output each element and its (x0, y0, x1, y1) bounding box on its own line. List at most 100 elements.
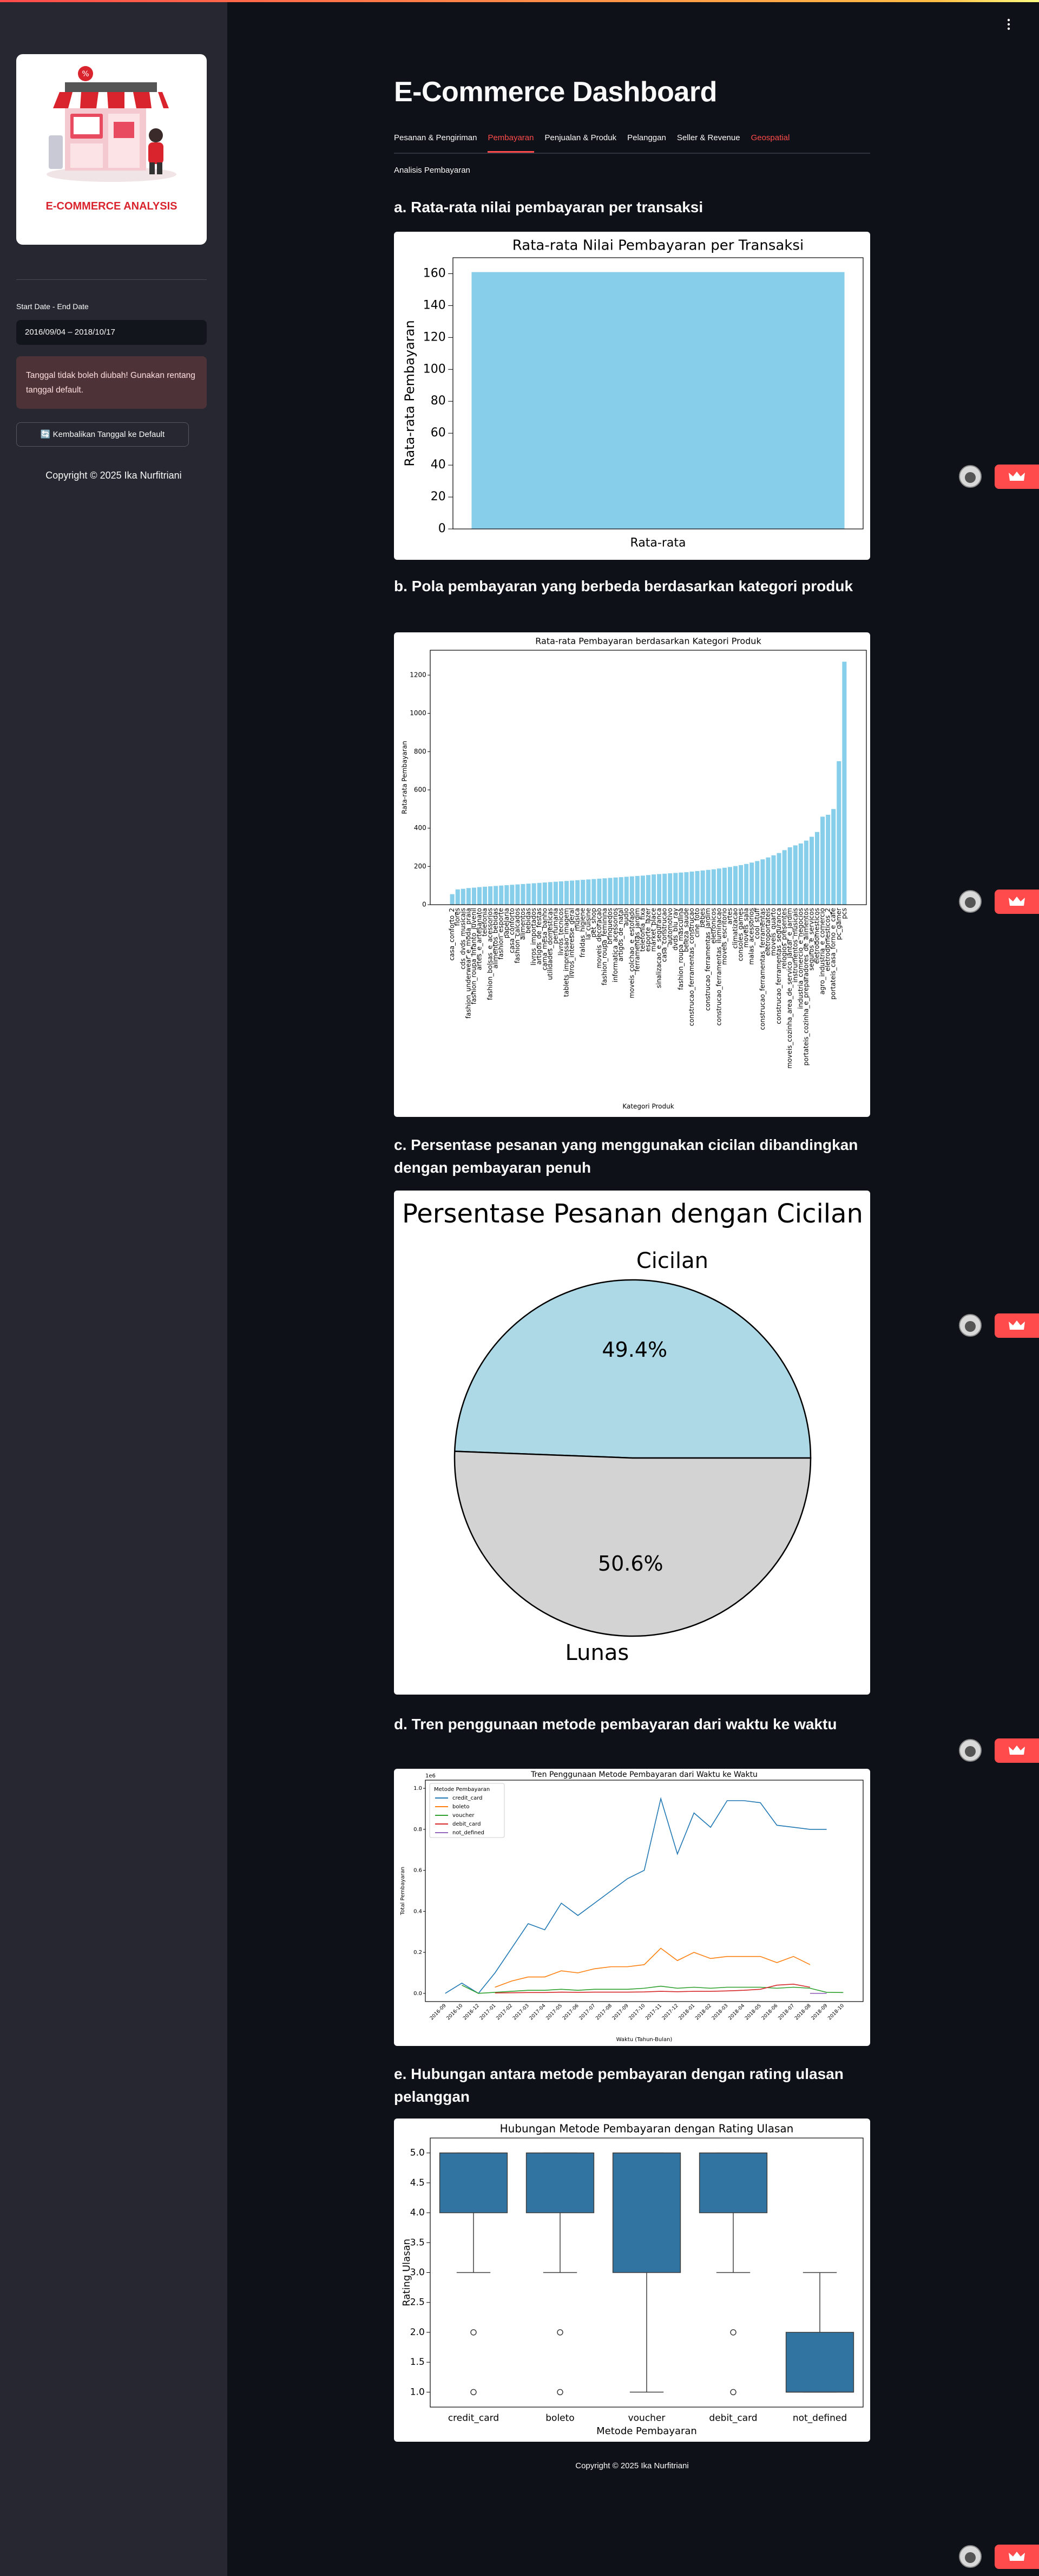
x-tick-label: 2017-06 (562, 2003, 580, 2022)
x-tick-label: cine_foto (693, 908, 701, 938)
bar (450, 894, 455, 905)
heading: d. Tren penggunaan metode pembayaran dar… (394, 1716, 837, 1732)
bar (744, 864, 749, 905)
footer: Copyright © 2025 Ika Nurfitriani (575, 2461, 689, 2470)
x-tick-label: tablets_impressao_imagem (563, 908, 570, 997)
bar (842, 662, 847, 905)
pie-label: Cicilan (636, 1248, 708, 1273)
x-tick-label: 2018-10 (827, 2003, 845, 2022)
x-tick-label: casa_conforto (508, 908, 516, 953)
y-tick-label: 0.4 (413, 1908, 422, 1914)
tab[interactable]: Pembayaran (488, 130, 534, 153)
tab[interactable]: Seller & Revenue (676, 133, 740, 142)
x-tick-label: casa_conforto_2 (448, 908, 456, 960)
bar (466, 888, 471, 905)
bar (668, 873, 673, 905)
x-tick-label: moveis_quarto (770, 908, 777, 956)
bar (755, 861, 760, 905)
x-tick-label: moveis_colchao_e_estofado (628, 908, 635, 998)
x-tick-label: 2017-11 (645, 2003, 663, 2022)
chart: Persentase Pesanan dengan Cicilan Cicilan… (394, 1191, 870, 1695)
x-tick-label: credit_card (448, 2412, 499, 2423)
x-tick-label: 2018-05 (744, 2003, 762, 2022)
x-tick-label: 2017-03 (512, 2003, 530, 2022)
chart-title: Rata-rata Nilai Pembayaran per Transaksi (512, 238, 804, 254)
tab[interactable]: Pelanggan (627, 133, 666, 142)
y-tick-label: 200 (414, 862, 426, 870)
x-tick-label: alimentos (519, 908, 527, 940)
bar (820, 816, 825, 905)
bar (646, 875, 651, 905)
tab[interactable]: Geospatial (751, 133, 790, 142)
y-tick-label: 3.5 (410, 2237, 425, 2248)
x-tick-label: 2018-04 (728, 2003, 746, 2022)
x-axis-label: Kategori Produk (622, 1103, 674, 1110)
warning-box: Tanggal tidak boleh diubah! Gunakan rent… (16, 356, 207, 409)
bar (793, 845, 798, 905)
axes-frame (430, 650, 867, 905)
bar (700, 870, 705, 905)
x-tick-label: 2017-12 (661, 2003, 680, 2022)
bar (629, 876, 634, 905)
box (525, 2152, 595, 2213)
y-tick-label: 1000 (410, 709, 426, 717)
y-tick-label: 1.5 (410, 2357, 425, 2368)
x-tick-label: pc_gamer (835, 908, 843, 940)
bar (619, 877, 623, 905)
bar (673, 873, 678, 905)
bar (716, 868, 721, 905)
x-tick-label: eletrodomesticos_2 (824, 908, 832, 971)
x-tick-label: agro_industria_e_comercio (819, 908, 826, 995)
bar (826, 814, 831, 905)
logo-illustration: % (47, 66, 176, 182)
chart-title: Persentase Pesanan dengan Cicilan (402, 1199, 863, 1229)
sidebar-copyright: Copyright © 2025 Ika Nurfitriani (45, 470, 182, 481)
y-tick-label: 140 (423, 298, 446, 312)
bar (760, 859, 765, 905)
date-input[interactable]: 2016/09/04 – 2018/10/17 (16, 320, 207, 345)
legend-label: not_defined (452, 1830, 484, 1836)
bar (804, 840, 808, 905)
x-tick-label: telefonia (481, 908, 489, 937)
bar (679, 872, 683, 905)
bar (809, 836, 814, 905)
x-tick-label: relogios_presentes (780, 908, 788, 969)
x-tick-label: musica (574, 908, 581, 931)
x-tick-label: esporte_lazer (645, 908, 652, 952)
y-tick-label: 1200 (410, 671, 426, 678)
tab[interactable]: Penjualan & Produk (544, 133, 617, 142)
bar (542, 882, 547, 905)
bar (689, 871, 694, 905)
x-tick-label: 2017-01 (479, 2003, 497, 2022)
bar (586, 879, 591, 905)
x-tick-label: 2017-08 (595, 2003, 613, 2022)
bar (515, 884, 520, 905)
line (445, 1796, 827, 1994)
heading: a. Rata-rata nilai pembayaran per transa… (394, 199, 703, 215)
x-tick-label: fashion_calcados (514, 908, 521, 963)
reset-button[interactable]: 🔄 Kembalikan Tanggal ke Default (16, 422, 189, 447)
x-tick-label: industria_comercio_e_negocios (797, 908, 804, 1009)
x-tick-label: fashion_esporte (497, 908, 505, 959)
x-tick-label: construcao_ferramentas_iluminacao (715, 908, 722, 1026)
bar (640, 875, 645, 905)
bar (521, 884, 525, 905)
legend-box (429, 1783, 505, 1838)
pie-label: Lunas (565, 1640, 629, 1665)
x-tick-label: 2018-09 (811, 2003, 829, 2022)
tab[interactable]: Pesanan & Pengiriman (394, 133, 477, 142)
bar (684, 872, 689, 905)
x-tick-label: pet_shop (590, 908, 597, 938)
y-tick-label: 80 (431, 394, 446, 408)
date-label: Start Date - End Date (16, 302, 89, 311)
x-tick-label: 2016-09 (429, 2003, 448, 2022)
x-tick-label: not_defined (793, 2412, 847, 2423)
y-tick-label: 0.2 (413, 1950, 422, 1956)
bar (727, 867, 732, 905)
bar (461, 888, 465, 905)
y-tick-label: 400 (414, 824, 426, 832)
warning-text: Tanggal tidak boleh diubah! Gunakan rent… (26, 370, 195, 395)
axes-frame (452, 257, 864, 529)
menu-button[interactable] (1007, 18, 1011, 30)
y-tick-label: 100 (423, 362, 446, 376)
